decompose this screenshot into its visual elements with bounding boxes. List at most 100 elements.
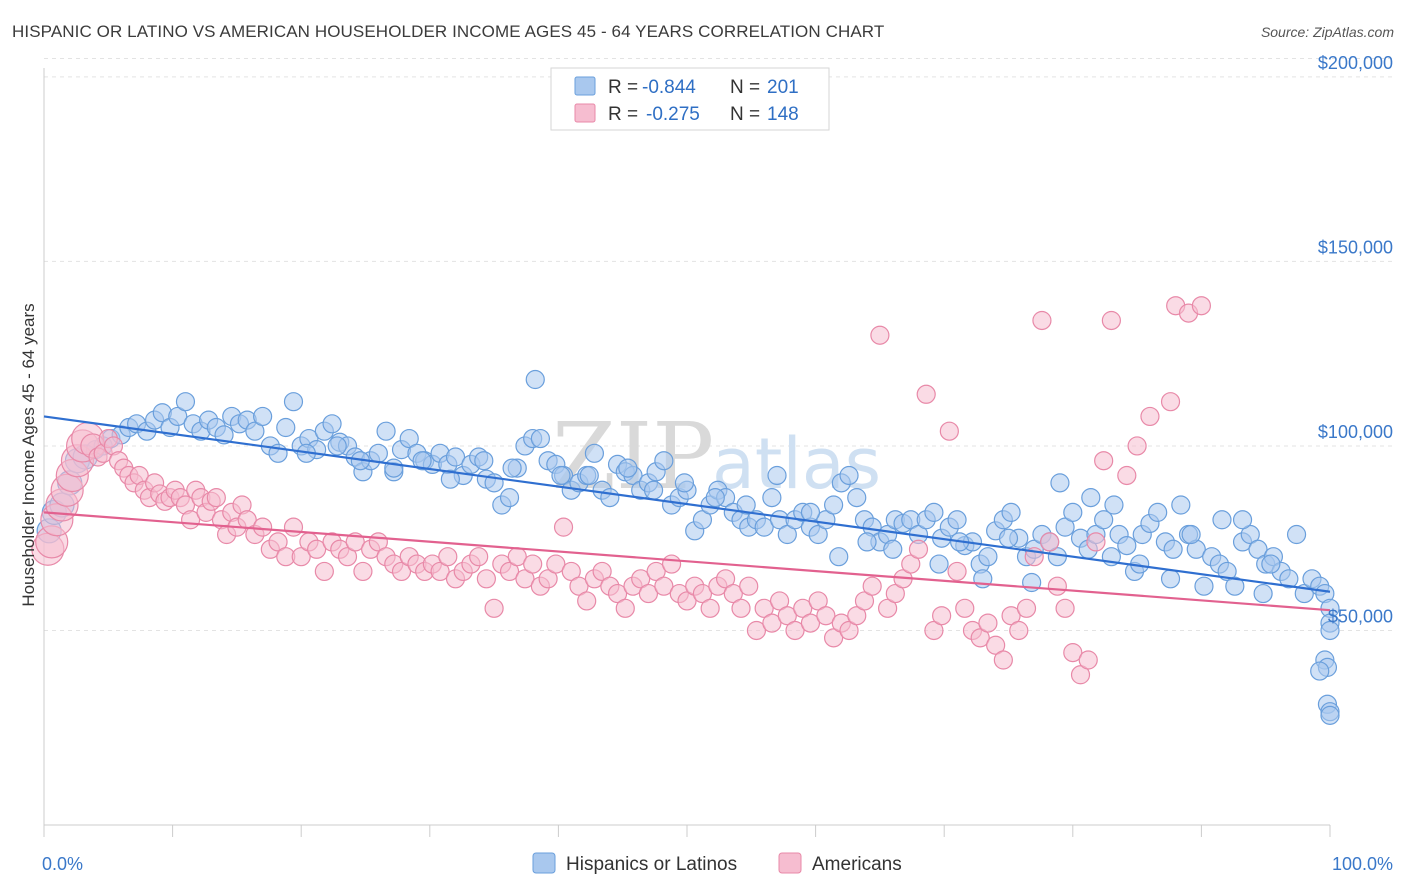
y-tick-label-1: $100,000 bbox=[1318, 422, 1393, 442]
point-hispanics-171 bbox=[1310, 661, 1330, 681]
point-americans-153 bbox=[1127, 436, 1147, 456]
point-hispanics-192 bbox=[829, 547, 849, 567]
point-hispanics-176 bbox=[1253, 583, 1273, 604]
y-tick-labels: $50,000 $100,000 $150,000 $200,000 bbox=[1318, 53, 1393, 627]
point-hispanics-206 bbox=[412, 451, 432, 471]
point-hispanics-43 bbox=[376, 421, 396, 441]
legend-swatch-pink bbox=[574, 103, 596, 123]
point-americans-113 bbox=[808, 591, 828, 611]
point-hispanics-93 bbox=[762, 488, 782, 508]
point-hispanics-132 bbox=[1063, 502, 1083, 522]
point-hispanics-103 bbox=[839, 465, 859, 486]
point-hispanics-204 bbox=[474, 451, 494, 471]
point-hispanics-117 bbox=[947, 510, 967, 530]
point-hispanics-184 bbox=[1050, 473, 1070, 493]
point-americans-138 bbox=[1001, 606, 1021, 626]
point-hispanics-180 bbox=[1160, 569, 1181, 589]
point-americans-82 bbox=[569, 576, 589, 596]
legend-r-label-pink: R = bbox=[608, 104, 638, 125]
point-hispanics-196 bbox=[705, 488, 725, 508]
point-americans-80 bbox=[553, 517, 574, 537]
x-tick-labels: 0.0% 100.0% bbox=[42, 854, 1393, 874]
point-americans-147 bbox=[1070, 665, 1091, 685]
point-americans-104 bbox=[739, 576, 759, 596]
point-americans-45 bbox=[283, 517, 304, 537]
point-hispanics-145 bbox=[1163, 539, 1183, 559]
point-americans-48 bbox=[307, 539, 327, 559]
point-americans-127 bbox=[916, 384, 936, 404]
point-americans-64 bbox=[430, 561, 450, 582]
point-hispanics-72 bbox=[600, 488, 620, 508]
point-hispanics-201 bbox=[551, 465, 571, 486]
point-hispanics-152 bbox=[1217, 561, 1237, 582]
point-hispanics-174 bbox=[1320, 705, 1340, 725]
point-hispanics-199 bbox=[618, 458, 638, 478]
point-americans-108 bbox=[769, 591, 790, 611]
point-hispanics-175 bbox=[1261, 554, 1281, 574]
point-americans-149 bbox=[1086, 532, 1106, 552]
x-tick-label-1: 100.0% bbox=[1332, 854, 1393, 874]
point-americans-94 bbox=[661, 554, 682, 574]
point-americans-145 bbox=[1055, 598, 1075, 618]
point-hispanics-136 bbox=[1094, 510, 1114, 530]
point-americans-88 bbox=[615, 598, 635, 618]
point-hispanics-168 bbox=[1320, 620, 1340, 641]
point-americans-111 bbox=[793, 598, 813, 618]
legend-n-value-blue: 201 bbox=[767, 77, 799, 98]
point-americans-131 bbox=[947, 561, 967, 582]
point-americans-118 bbox=[847, 606, 867, 626]
bottom-legend-swatch-blue bbox=[532, 852, 556, 874]
point-americans-121 bbox=[870, 325, 890, 345]
point-americans-92 bbox=[646, 561, 666, 582]
point-americans-130 bbox=[939, 421, 959, 441]
point-hispanics-121 bbox=[978, 547, 998, 567]
point-hispanics-139 bbox=[1117, 535, 1137, 556]
point-hispanics-149 bbox=[1194, 576, 1214, 596]
point-hispanics-205 bbox=[440, 469, 460, 489]
y-axis-label: Householder Income Ages 45 - 64 years bbox=[19, 303, 38, 606]
point-americans-110 bbox=[785, 620, 805, 641]
point-hispanics-27 bbox=[253, 406, 273, 427]
point-americans-143 bbox=[1040, 532, 1060, 552]
correlation-legend: R = -0.844 N = 201 R = -0.275 N = 148 bbox=[550, 67, 830, 131]
point-hispanics-59 bbox=[499, 488, 520, 508]
point-americans-59 bbox=[391, 561, 412, 582]
point-hispanics-193 bbox=[800, 502, 821, 522]
source-label: Source: ZipAtlas.com bbox=[1260, 24, 1394, 40]
point-americans-85 bbox=[592, 561, 612, 582]
point-hispanics-143 bbox=[1148, 502, 1168, 522]
point-americans-114 bbox=[816, 606, 836, 626]
point-hispanics-146 bbox=[1171, 495, 1191, 515]
point-hispanics-31 bbox=[283, 392, 304, 412]
point-americans-150 bbox=[1094, 451, 1114, 471]
point-americans-135 bbox=[978, 613, 998, 633]
point-hispanics-177 bbox=[1232, 510, 1253, 530]
point-hispanics-160 bbox=[1279, 569, 1299, 589]
point-hispanics-30 bbox=[276, 417, 296, 438]
point-hispanics-84 bbox=[692, 510, 713, 530]
point-americans-146 bbox=[1063, 643, 1083, 663]
point-americans-134 bbox=[970, 628, 990, 648]
point-americans-142 bbox=[1032, 310, 1052, 331]
point-hispanics-156 bbox=[1248, 539, 1268, 559]
point-americans-102 bbox=[723, 583, 743, 604]
point-hispanics-42 bbox=[368, 443, 388, 463]
legend-n-value-pink: 148 bbox=[767, 104, 799, 125]
point-hispanics-92 bbox=[754, 517, 774, 537]
point-americans-117 bbox=[839, 620, 859, 641]
point-hispanics-194 bbox=[767, 465, 787, 486]
point-americans-119 bbox=[854, 591, 875, 611]
point-americans-76 bbox=[523, 554, 543, 574]
point-americans-125 bbox=[901, 554, 921, 574]
y-tick-label-0: $50,000 bbox=[1328, 606, 1393, 626]
point-hispanics-36 bbox=[322, 414, 342, 434]
y-tick-label-3: $200,000 bbox=[1318, 53, 1393, 73]
point-americans-75 bbox=[515, 569, 535, 589]
point-americans-132 bbox=[955, 598, 975, 618]
trend-line-americans bbox=[43, 511, 1331, 612]
point-americans-120 bbox=[862, 576, 882, 596]
point-hispanics-99 bbox=[808, 524, 828, 545]
point-americans-136 bbox=[986, 635, 1006, 655]
trend-line-hispanics bbox=[43, 415, 1331, 593]
y-tick-label-2: $150,000 bbox=[1318, 237, 1393, 257]
